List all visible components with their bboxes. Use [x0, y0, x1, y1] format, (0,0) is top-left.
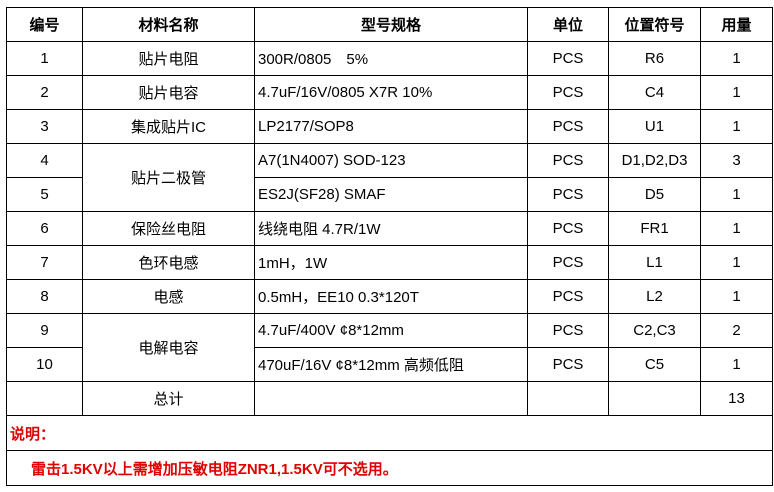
cell-unit: PCS [527, 41, 609, 76]
cell-no: 3 [6, 109, 83, 144]
table-row: 1 贴片电阻 300R/0805 5% PCS R6 1 [6, 41, 773, 76]
cell-spec: 4.7uF/16V/0805 X7R 10% [254, 75, 528, 110]
header-ref: 位置符号 [608, 7, 701, 42]
note-label: 说明： [6, 415, 773, 451]
cell-unit: PCS [527, 347, 609, 382]
cell-no: 7 [6, 245, 83, 280]
total-label: 总计 [82, 381, 255, 416]
cell-unit: PCS [527, 279, 609, 314]
cell-qty: 1 [700, 279, 773, 314]
cell-ref: C2,C3 [608, 313, 701, 348]
cell-spec: 线绕电阻 4.7R/1W [254, 211, 528, 246]
cell-ref: C5 [608, 347, 701, 382]
cell-unit: PCS [527, 143, 609, 178]
table-row: 7 色环电感 1mH，1W PCS L1 1 [6, 245, 773, 280]
table-row: 2 贴片电容 4.7uF/16V/0805 X7R 10% PCS C4 1 [6, 75, 773, 110]
table-row: 3 集成贴片IC LP2177/SOP8 PCS U1 1 [6, 109, 773, 144]
table-row: 4 贴片二极管 A7(1N4007) SOD-123 PCS D1,D2,D3 3 [6, 143, 773, 212]
cell-unit: PCS [527, 245, 609, 280]
cell-spec: 4.7uF/400V ¢8*12mm [254, 313, 528, 348]
cell-no: 10 [6, 347, 83, 382]
cell-no: 9 [6, 313, 83, 348]
cell-name: 贴片电阻 [82, 41, 255, 76]
cell-name: 贴片电容 [82, 75, 255, 110]
cell-spec: 0.5mH，EE10 0.3*120T [254, 279, 528, 314]
cell-name: 贴片二极管 [82, 143, 255, 212]
cell-qty: 1 [700, 245, 773, 280]
cell-ref: R6 [608, 41, 701, 76]
total-qty: 13 [700, 381, 773, 416]
cell-ref: FR1 [608, 211, 701, 246]
header-name: 材料名称 [82, 7, 255, 42]
cell-ref: U1 [608, 109, 701, 144]
cell-unit: PCS [527, 177, 609, 212]
cell-ref: D5 [608, 177, 701, 212]
cell-spec: A7(1N4007) SOD-123 [254, 143, 528, 178]
table-row: 10 470uF/16V ¢8*12mm 高频低阻 PCS C5 1 [6, 347, 773, 382]
cell-qty: 2 [700, 313, 773, 348]
cell-qty: 1 [700, 177, 773, 212]
cell-unit: PCS [527, 109, 609, 144]
header-no: 编号 [6, 7, 83, 42]
cell-spec: LP2177/SOP8 [254, 109, 528, 144]
cell-spec: 1mH，1W [254, 245, 528, 280]
table-row: 8 电感 0.5mH，EE10 0.3*120T PCS L2 1 [6, 279, 773, 314]
cell-ref: L2 [608, 279, 701, 314]
cell-spec: ES2J(SF28) SMAF [254, 177, 528, 212]
cell-unit: PCS [527, 313, 609, 348]
cell-no: 8 [6, 279, 83, 314]
cell-qty: 3 [700, 143, 773, 178]
cell-qty: 1 [700, 75, 773, 110]
cell-no: 1 [6, 41, 83, 76]
cell-no: 5 [6, 177, 83, 212]
cell-ref: C4 [608, 75, 701, 110]
cell-qty: 1 [700, 109, 773, 144]
cell-no: 4 [6, 143, 83, 178]
cell-unit: PCS [527, 75, 609, 110]
cell-qty: 1 [700, 347, 773, 382]
cell-unit: PCS [527, 211, 609, 246]
cell-ref: L1 [608, 245, 701, 280]
cell-no: 2 [6, 75, 83, 110]
cell-name: 集成贴片IC [82, 109, 255, 144]
note-label-row: 说明： [6, 415, 773, 451]
note-text: 雷击1.5KV以上需增加压敏电阻ZNR1,1.5KV可不选用。 [6, 450, 773, 486]
table-row: 6 保险丝电阻 线绕电阻 4.7R/1W PCS FR1 1 [6, 211, 773, 246]
header-qty: 用量 [700, 7, 773, 42]
cell-name: 保险丝电阻 [82, 211, 255, 246]
cell-qty: 1 [700, 41, 773, 76]
cell-spec: 470uF/16V ¢8*12mm 高频低阻 [254, 347, 528, 382]
cell-ref: D1,D2,D3 [608, 143, 701, 178]
table-row: 9 电解电容 4.7uF/400V ¢8*12mm PCS C2,C3 2 [6, 313, 773, 382]
cell-name: 电感 [82, 279, 255, 314]
header-spec: 型号规格 [254, 7, 528, 42]
cell-name: 色环电感 [82, 245, 255, 280]
cell-qty: 1 [700, 211, 773, 246]
cell-no: 6 [6, 211, 83, 246]
cell-spec: 300R/0805 5% [254, 41, 528, 76]
table-row: 5 ES2J(SF28) SMAF PCS D5 1 [6, 177, 773, 212]
bom-table: 编号 材料名称 型号规格 单位 位置符号 用量 1 贴片电阻 300R/0805 5… [6, 7, 773, 486]
header-unit: 单位 [527, 7, 609, 42]
note-text-row: 雷击1.5KV以上需增加压敏电阻ZNR1,1.5KV可不选用。 [6, 450, 773, 486]
header-row: 编号 材料名称 型号规格 单位 位置符号 用量 [6, 7, 773, 42]
total-row: 总计 13 [6, 381, 773, 416]
cell-name: 电解电容 [82, 313, 255, 382]
